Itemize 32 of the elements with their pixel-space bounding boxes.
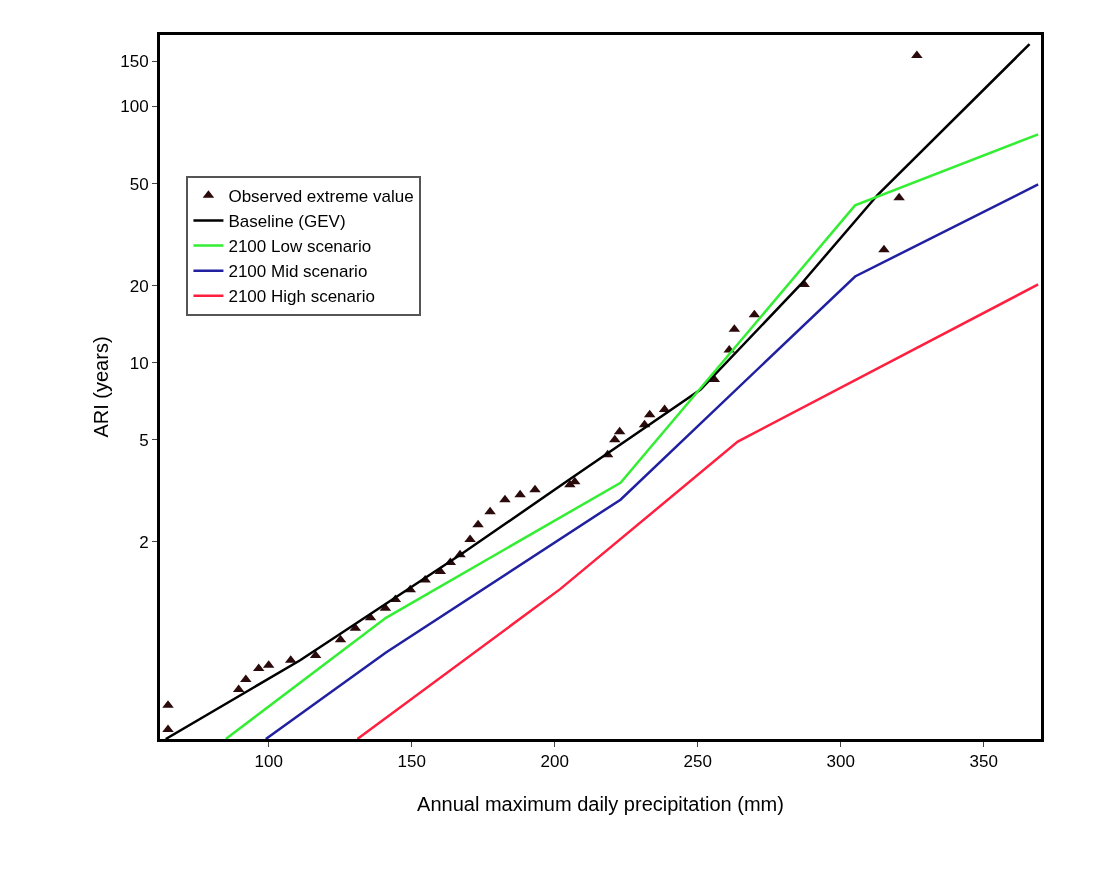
point — [472, 519, 484, 528]
point — [878, 244, 890, 253]
point — [464, 534, 476, 543]
point — [609, 434, 621, 443]
y-tick-label: 10 — [129, 353, 149, 373]
y-tick-label: 2 — [139, 532, 149, 552]
x-axis-title: Annual maximum daily precipitation (mm) — [417, 793, 784, 815]
point — [162, 724, 174, 733]
point — [911, 50, 923, 59]
x-tick-label: 200 — [540, 752, 569, 772]
x-tick-label: 300 — [826, 752, 855, 772]
legend-label: 2100 Mid scenario — [228, 262, 368, 282]
point — [240, 674, 252, 683]
x-tick-label: 100 — [254, 752, 283, 772]
x-tick-label: 350 — [969, 752, 998, 772]
legend-label: Baseline (GEV) — [228, 212, 346, 232]
y-tick-label: 150 — [120, 52, 149, 72]
y-tick-label: 100 — [120, 97, 149, 117]
legend-label: Observed extreme value — [228, 186, 414, 206]
y-tick-label: 50 — [129, 174, 149, 194]
x-tick-label: 250 — [683, 752, 712, 772]
point — [499, 494, 511, 503]
x-tick-label: 150 — [397, 752, 426, 772]
y-tick-label: 20 — [129, 276, 149, 296]
point — [893, 192, 905, 201]
legend-label: 2100 Low scenario — [228, 237, 372, 257]
legend-label: 2100 High scenario — [228, 287, 375, 307]
y-axis-title: ARI (years) — [90, 336, 112, 438]
line-series — [164, 42, 1031, 739]
point — [484, 506, 496, 515]
point — [529, 484, 541, 493]
y-tick-label: 5 — [139, 430, 149, 450]
